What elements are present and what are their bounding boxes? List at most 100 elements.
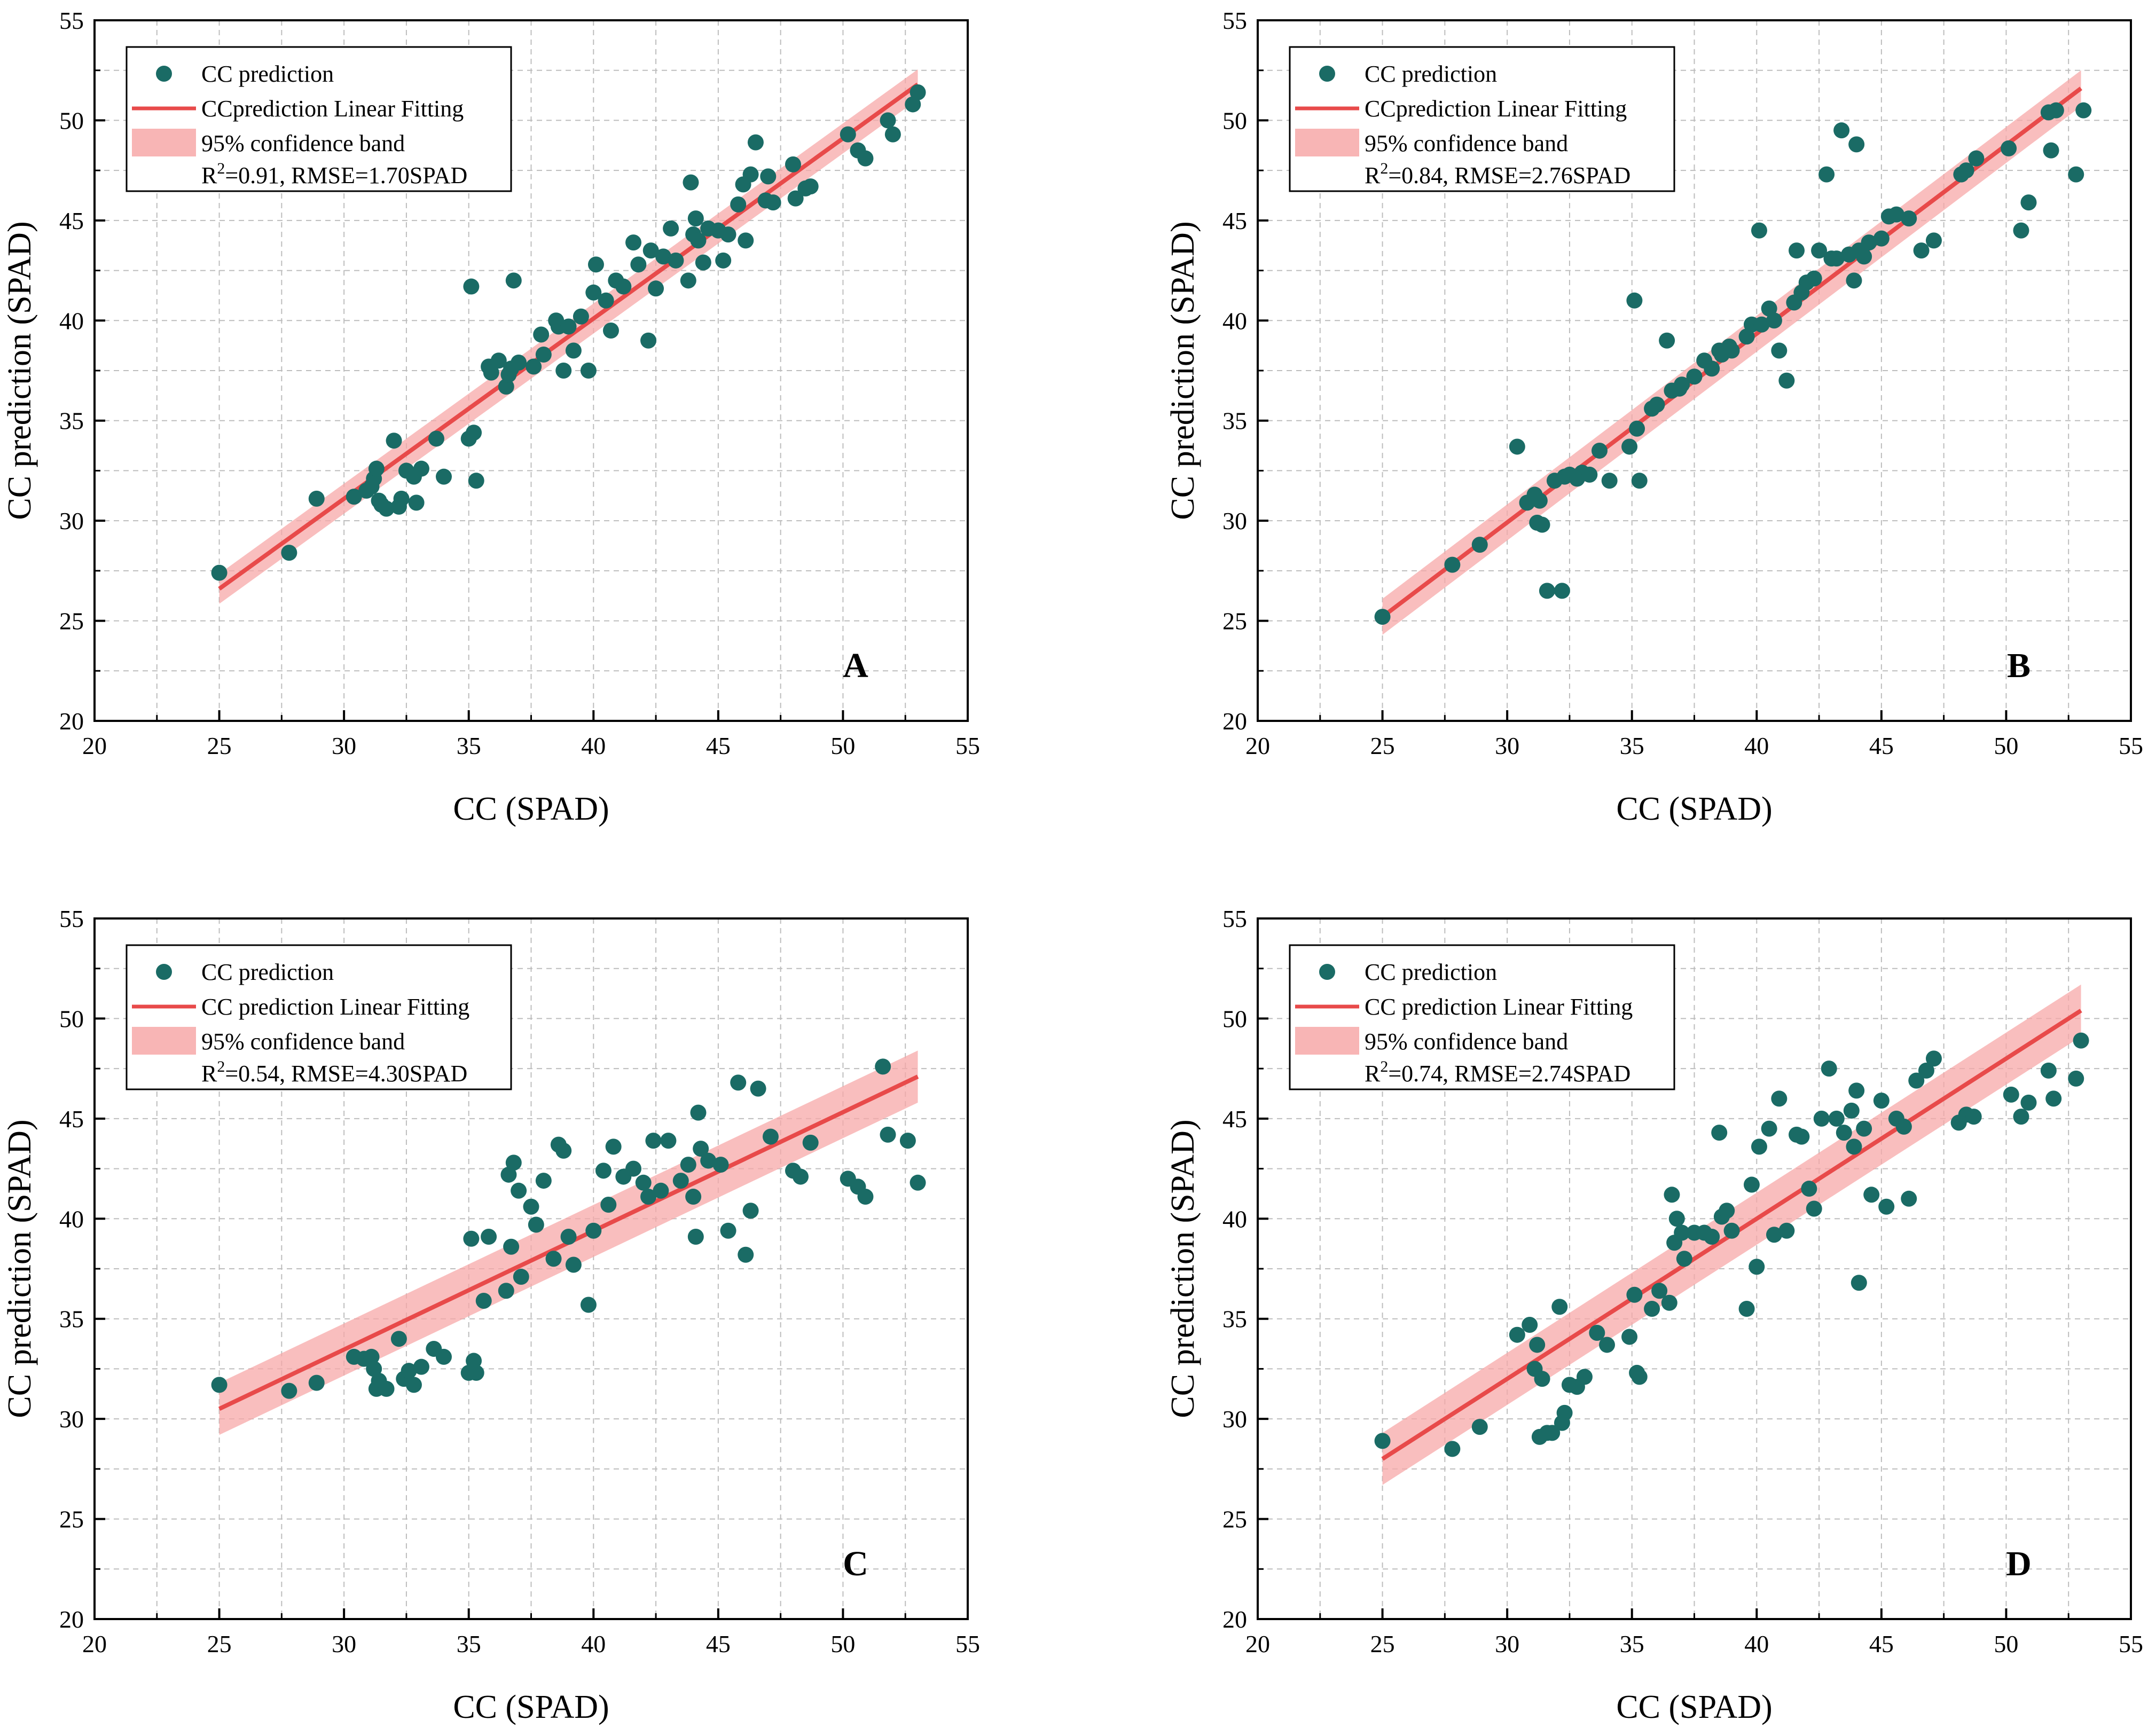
y-tick-label: 25 — [1222, 608, 1247, 635]
data-point — [1556, 1404, 1573, 1421]
legend-point-marker — [156, 964, 172, 980]
ticks: 20 25 30 35 40 45 50 55 20 25 30 35 40 45 50 55 — [59, 7, 980, 759]
data-point — [565, 1256, 582, 1273]
data-point — [1751, 1138, 1767, 1155]
data-point — [1631, 473, 1648, 489]
data-point — [1631, 1369, 1648, 1385]
data-point — [1589, 1324, 1605, 1341]
data-point — [642, 242, 659, 259]
data-point — [1761, 300, 1777, 317]
x-tick-label: 35 — [457, 1630, 481, 1658]
data-point — [1925, 1050, 1942, 1067]
legend-point-marker — [1319, 66, 1335, 82]
stat-values: =0.84, RMSE=2.76SPAD — [1388, 162, 1630, 188]
data-point — [1626, 292, 1643, 309]
data-point — [308, 490, 325, 507]
data-point — [1778, 372, 1795, 389]
legend-line-label: CCprediction Linear Fitting — [201, 96, 464, 122]
stat-values: =0.74, RMSE=2.74SPAD — [1388, 1061, 1630, 1087]
data-point — [1908, 1072, 1925, 1089]
y-tick-label: 45 — [59, 207, 84, 234]
x-tick-label: 35 — [1620, 1630, 1644, 1658]
data-point — [1668, 1211, 1685, 1227]
data-point — [685, 1189, 702, 1205]
data-point — [500, 1166, 517, 1183]
data-point — [2040, 1062, 2057, 1079]
data-points — [211, 1058, 926, 1399]
legend-band-marker — [132, 129, 196, 156]
data-point — [600, 1197, 617, 1213]
data-point — [1676, 1251, 1692, 1267]
data-point — [2068, 1070, 2084, 1087]
data-point — [1621, 1329, 1638, 1345]
y-tick-label: 45 — [59, 1105, 84, 1133]
data-point — [1723, 342, 1740, 359]
data-point — [1888, 206, 1904, 223]
data-point — [535, 1173, 552, 1189]
data-point — [2020, 194, 2037, 211]
x-axis-label: CC (SPAD) — [1616, 791, 1772, 827]
data-point — [2013, 222, 2029, 239]
data-point — [1471, 1419, 1488, 1435]
legend-box — [1289, 46, 1675, 192]
data-point — [762, 1128, 779, 1145]
data-point — [595, 1162, 612, 1179]
y-tick-label: 50 — [1222, 1005, 1247, 1032]
data-point — [635, 1174, 652, 1191]
x-tick-label: 20 — [82, 1630, 107, 1658]
data-point — [1806, 1200, 1822, 1217]
data-point — [712, 1157, 729, 1173]
y-tick-label: 55 — [59, 905, 84, 932]
x-tick-label: 50 — [830, 732, 855, 759]
data-point — [1846, 272, 1862, 289]
data-point — [1738, 328, 1755, 345]
x-tick-label: 30 — [332, 732, 356, 759]
data-point — [1531, 492, 1548, 509]
x-tick-label: 40 — [581, 1630, 606, 1658]
data-point — [690, 1104, 707, 1121]
data-point — [1649, 396, 1665, 413]
y-tick-label: 25 — [59, 608, 84, 635]
y-axis-label: CC prediction (SPAD) — [1165, 1119, 1201, 1418]
data-point — [2003, 1086, 2019, 1103]
x-tick-label: 50 — [1994, 1630, 2018, 1658]
legend: CC prediction CCprediction Linear Fitting… — [1289, 46, 1675, 192]
data-point — [1374, 1433, 1391, 1449]
data-point — [793, 1168, 809, 1185]
data-point — [585, 1222, 602, 1239]
legend-band-label: 95% confidence band — [1365, 130, 1568, 156]
data-point — [875, 1058, 891, 1075]
data-point — [1828, 250, 1845, 267]
data-point — [1509, 438, 1525, 455]
data-point — [910, 84, 926, 100]
data-point — [555, 363, 572, 379]
data-point — [1856, 1120, 1872, 1137]
data-point — [2020, 1094, 2037, 1111]
legend-statistics: R2=0.54, RMSE=4.30SPAD — [201, 1058, 467, 1087]
y-tick-label: 40 — [1222, 1205, 1247, 1232]
x-tick-label: 40 — [1744, 732, 1769, 759]
data-point — [668, 252, 684, 269]
stat-r-superscript: 2 — [1380, 160, 1388, 177]
stat-r-label: R — [201, 1061, 217, 1087]
y-axis-label: CC prediction (SPAD) — [2, 221, 38, 520]
data-point — [513, 1268, 529, 1285]
data-point — [211, 564, 228, 581]
data-point — [625, 1160, 642, 1177]
data-point — [760, 168, 777, 185]
x-axis-label: CC (SPAD) — [453, 791, 609, 827]
legend-statistics: R2=0.91, RMSE=1.70SPAD — [201, 160, 467, 188]
data-point — [1629, 420, 1645, 437]
data-point — [1761, 1120, 1777, 1137]
x-axis-label: CC (SPAD) — [1616, 1689, 1772, 1725]
data-point — [663, 220, 679, 237]
data-point — [390, 1331, 407, 1347]
data-point — [428, 430, 444, 447]
data-point — [528, 1216, 544, 1233]
data-point — [787, 190, 804, 207]
data-point — [1719, 1203, 1735, 1219]
legend-statistics: R2=0.84, RMSE=2.76SPAD — [1365, 160, 1630, 188]
data-point — [1771, 342, 1788, 359]
data-point — [466, 1353, 482, 1369]
